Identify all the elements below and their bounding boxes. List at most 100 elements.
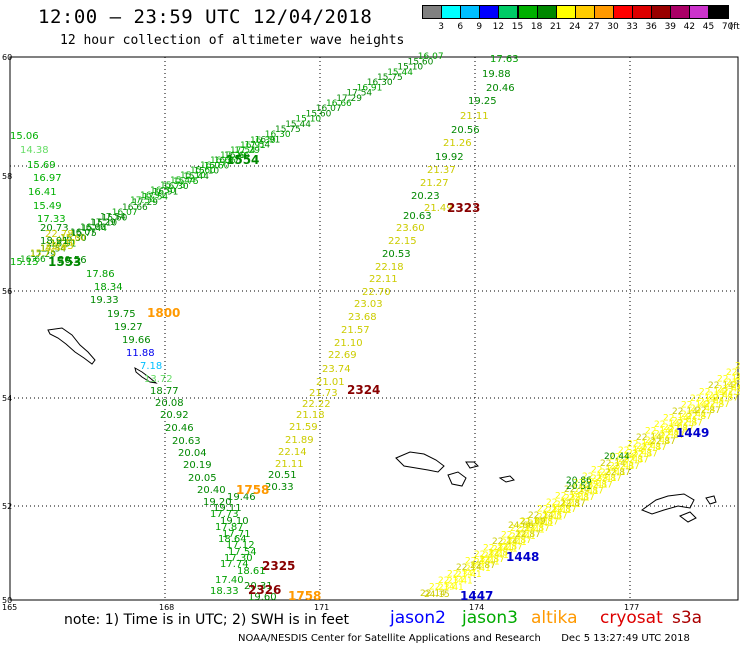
track-value: 20.51 (566, 482, 592, 492)
track-value: 17.12 (226, 540, 255, 551)
track-value: 21.37 (427, 165, 456, 176)
track-value: 21.26 (443, 138, 472, 149)
track-value: 22.87 (542, 511, 568, 521)
track-value: 22.14 (510, 524, 536, 534)
track-value: 24.15 (424, 590, 450, 600)
track-value: 15.10 (295, 115, 321, 125)
track-value: 13.72 (144, 374, 173, 385)
track-value: 15.60 (190, 166, 216, 176)
pass-time-label: 2323 (447, 201, 480, 215)
track-value: 20.63 (172, 436, 201, 447)
scale-swatch (708, 5, 729, 19)
track-value: 22.70 (362, 287, 391, 298)
track-value: 23.41 (735, 372, 740, 382)
track-value: 17.54 (142, 193, 168, 203)
scale-label: 36 (645, 22, 657, 32)
track-value: 15.44 (40, 244, 66, 254)
track-value: 15.10 (193, 167, 219, 177)
track-value: 16.97 (33, 173, 62, 184)
lon-tick-label: 165 (2, 603, 17, 612)
track-value: 17.29 (220, 151, 246, 161)
track-value: 15.44 (285, 120, 311, 130)
track-value: 23.41 (438, 583, 464, 593)
track-value: 23.41 (600, 468, 626, 478)
track-value: 17.54 (230, 146, 256, 156)
track-value: 22.87 (614, 462, 640, 472)
track-value: 16.07 (214, 156, 240, 166)
track-value: 22.14 (735, 362, 740, 372)
track-value: 17.54 (100, 213, 126, 223)
track-value: 15.60 (102, 213, 128, 223)
track-value: 22.14 (528, 511, 554, 521)
track-value: 23.41 (573, 487, 599, 497)
track-value: 22.87 (479, 555, 505, 565)
track-value: 19.20 (203, 497, 232, 508)
track-value: 21.11 (460, 111, 489, 122)
track-value: 23.41 (465, 564, 491, 574)
track-value: 15.75 (173, 177, 199, 187)
track-value: 22.87 (731, 381, 740, 391)
track-value: 22.14 (546, 498, 572, 508)
track-value: 17.73 (210, 509, 239, 520)
pass-time-label: 1449 (676, 426, 709, 440)
lon-tick-label: 171 (314, 603, 329, 612)
pass-time-label: 2326 (248, 583, 281, 597)
track-value: 22.14 (555, 492, 581, 502)
track-value: 21.09 (520, 517, 546, 527)
pass-time-label: 2325 (262, 559, 295, 573)
track-value: 16.07 (200, 161, 226, 171)
track-value: 18.34 (94, 282, 123, 293)
track-value: 17.29 (234, 146, 260, 156)
track-value: 22.87 (641, 443, 667, 453)
lat-tick-label: 56 (2, 287, 12, 296)
track-value: 16.30 (367, 78, 393, 88)
track-value: 23.41 (627, 449, 653, 459)
coastline (134, 366, 158, 384)
track-value: 11.88 (126, 348, 155, 359)
track-value: 23.41 (555, 500, 581, 510)
track-value: 22.87 (470, 561, 496, 571)
track-value: 20.33 (265, 482, 294, 493)
track-value: 18.77 (150, 386, 179, 397)
scale-label: 45 (702, 22, 715, 32)
scale-label: 21 (549, 22, 562, 32)
track-value: 16.07 (70, 228, 96, 238)
track-value: 22.87 (713, 394, 739, 404)
pass-time-label: 1800 (147, 306, 180, 320)
track-value: 23.41 (645, 436, 671, 446)
scale-label: 24 (569, 22, 581, 32)
pass-time-label: 2324 (347, 383, 380, 397)
track-value: 19.25 (468, 96, 497, 107)
legend-jason3: jason3 (462, 608, 518, 628)
track-value: 22.87 (569, 493, 595, 503)
track-value: 17.74 (220, 559, 249, 570)
track-value: 16.66 (224, 151, 250, 161)
lat-tick-label: 58 (2, 172, 12, 181)
track-value: 16.30 (163, 182, 189, 192)
track-value: 21.89 (285, 435, 314, 446)
track-value: 23.41 (564, 493, 590, 503)
track-value: 22.87 (686, 412, 712, 422)
track-value: 16.07 (418, 52, 444, 62)
track-value: 16.66 (20, 255, 46, 265)
track-value: 23.41 (501, 538, 527, 548)
track-value: 23.68 (348, 312, 377, 323)
track-value: 22.14 (519, 518, 545, 528)
scale-label: 3 (438, 22, 444, 32)
track-value: 23.41 (672, 417, 698, 427)
track-value: 23.41 (528, 519, 554, 529)
track-value: 20.63 (403, 211, 432, 222)
track-value: 15.49 (33, 201, 62, 212)
track-value: 23.74 (322, 364, 351, 375)
track-value: 15.06 (10, 131, 39, 142)
track-value: 23.41 (663, 423, 689, 433)
coastline (465, 461, 479, 469)
track-value: 22.87 (506, 536, 532, 546)
track-value: 22.87 (578, 487, 604, 497)
track-value: 22.14 (681, 401, 707, 411)
scale-label: 15 (511, 22, 524, 32)
track-value: 17.33 (37, 214, 66, 225)
track-value: 22.14 (501, 531, 527, 541)
track-value: 20.56 (451, 125, 480, 136)
